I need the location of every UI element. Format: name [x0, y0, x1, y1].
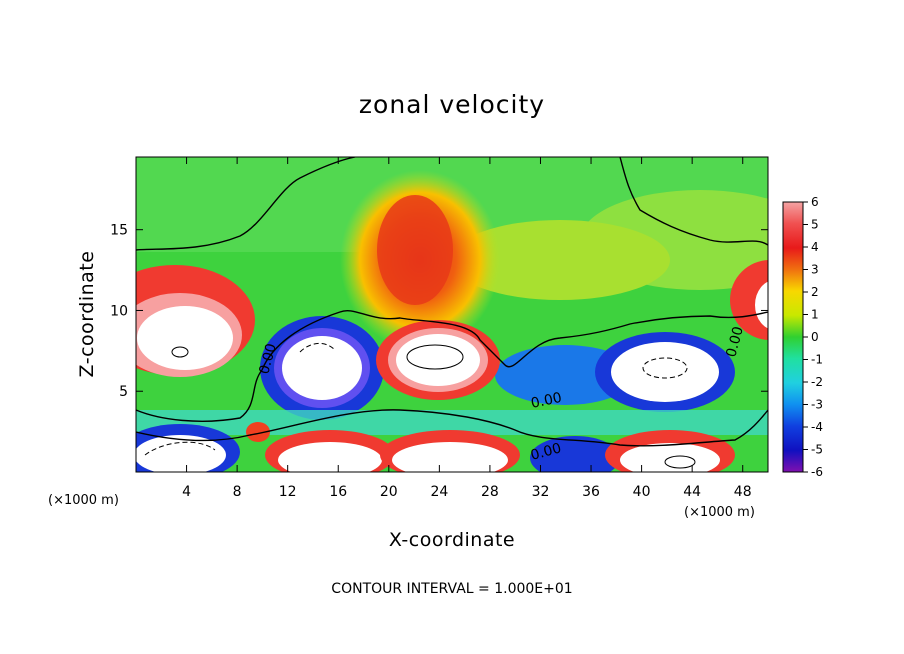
- y-tick-label: 5: [119, 384, 128, 400]
- x-tick-label: 12: [279, 484, 297, 500]
- x-tick-label: 24: [430, 484, 448, 500]
- chart-title: zonal velocity: [359, 90, 545, 119]
- colorbar-tick-label: -4: [811, 420, 823, 434]
- contour-label: 0.00: [256, 342, 280, 376]
- contour-label: 0.00: [529, 440, 563, 464]
- x-tick-label: 48: [734, 484, 752, 500]
- colorbar-tick-label: -6: [811, 465, 823, 479]
- colorbar-tick-label: 6: [811, 195, 819, 209]
- x-axis: 4 8 12 16 20 24 28 32 36 40 44 48: [182, 157, 752, 500]
- x-unit-right: (×1000 m): [684, 505, 755, 520]
- y-axis: 5 10 15: [110, 223, 768, 400]
- colorbar-tick-label: 3: [811, 263, 819, 277]
- colorbar-tick-label: -3: [811, 398, 823, 412]
- x-tick-label: 16: [329, 484, 347, 500]
- x-tick-label: 20: [380, 484, 398, 500]
- colorbar-tick-label: -5: [811, 443, 823, 457]
- contour-label: 0.00: [530, 390, 564, 412]
- x-unit-left: (×1000 m): [48, 493, 119, 508]
- x-tick-label: 44: [683, 484, 701, 500]
- x-tick-label: 32: [532, 484, 550, 500]
- x-tick-label: 40: [633, 484, 651, 500]
- y-tick-label: 10: [110, 303, 128, 319]
- colorbar-tick-label: -2: [811, 375, 823, 389]
- x-tick-label: 8: [233, 484, 242, 500]
- heatmap-field: [136, 157, 768, 472]
- colorbar-ticks: 6 5 4 3 2 1 0 -1 -2 -3 -4 -5 -6: [803, 195, 823, 479]
- x-tick-label: 36: [582, 484, 600, 500]
- colorbar: [782, 201, 804, 473]
- colorbar-tick-label: 0: [811, 330, 819, 344]
- colorbar-tick-label: 1: [811, 308, 819, 322]
- y-tick-label: 15: [110, 223, 128, 239]
- colorbar-tick-label: 4: [811, 240, 819, 254]
- plot-frame: [135, 156, 769, 473]
- colorbar-tick-label: 2: [811, 285, 819, 299]
- contour-label: 0.00: [723, 325, 747, 359]
- colorbar-tick-label: -1: [811, 353, 823, 367]
- x-tick-label: 28: [481, 484, 499, 500]
- colorbar-tick-label: 5: [811, 218, 819, 232]
- y-axis-label: Z-coordinate: [76, 251, 98, 378]
- contour-interval-note: CONTOUR INTERVAL = 1.000E+01: [331, 581, 572, 597]
- x-axis-label: X-coordinate: [389, 529, 515, 551]
- x-tick-label: 4: [182, 484, 191, 500]
